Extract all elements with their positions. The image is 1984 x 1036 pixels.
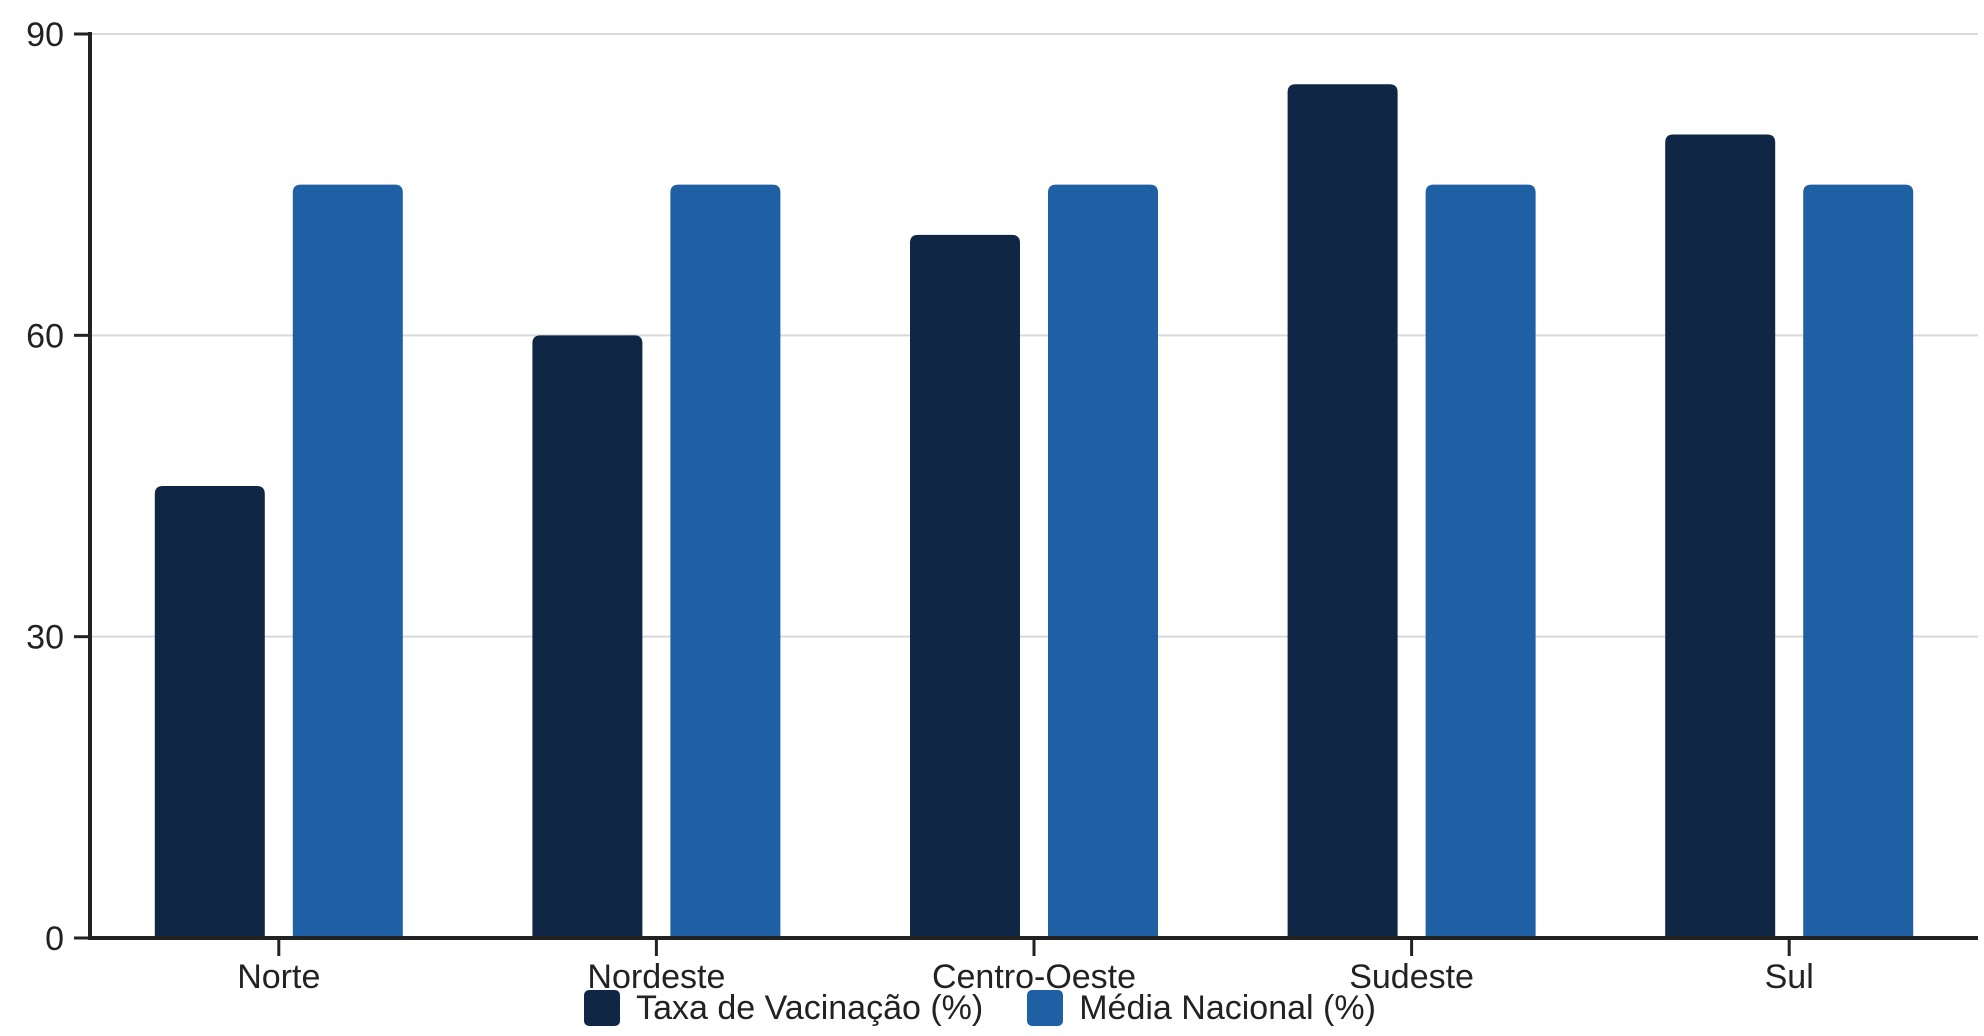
legend-swatch-series-1: [584, 990, 621, 1026]
legend-label-series-2: Média Nacional (%): [1079, 989, 1376, 1027]
grid-lines: [90, 33, 1978, 638]
y-tick-label-90: 90: [26, 16, 64, 54]
axes: [74, 32, 1978, 956]
bar-sudeste-series-2: [1425, 184, 1536, 938]
bar-nordeste-series-2: [670, 184, 781, 938]
legend-item-series-1: Taxa de Vacinação (%): [584, 990, 983, 1026]
bar-norte-series-1: [154, 486, 265, 938]
legend: Taxa de Vacinação (%) Média Nacional (%): [0, 990, 1972, 1026]
legend-label-series-1: Taxa de Vacinação (%): [636, 989, 984, 1027]
y-tick-label-30: 30: [26, 619, 64, 657]
bar-sudeste-series-1: [1287, 84, 1398, 938]
legend-swatch-series-2: [1027, 990, 1064, 1026]
x-tick-label-centro-oeste: Centro-Oeste: [932, 958, 1136, 996]
bar-norte-series-2: [292, 184, 403, 938]
bar-nordeste-series-1: [532, 335, 643, 938]
legend-item-series-2: Média Nacional (%): [1027, 990, 1376, 1026]
x-tick-label-sudeste: Sudeste: [1349, 958, 1474, 996]
bar-sul-series-2: [1803, 184, 1914, 938]
y-tick-label-60: 60: [26, 317, 64, 355]
bars: [154, 84, 1914, 938]
x-tick-label-sul: Sul: [1765, 958, 1814, 996]
bar-centro-oeste-series-1: [910, 234, 1020, 938]
y-tick-label-0: 0: [45, 920, 64, 958]
bar-centro-oeste-series-2: [1048, 184, 1158, 938]
x-tick-label-norte: Norte: [237, 958, 320, 996]
bar-sul-series-1: [1665, 134, 1776, 938]
x-tick-label-nordeste: Nordeste: [587, 958, 725, 996]
tick-labels: 0 30 60 90 Norte Nordeste Centro-Oeste Sudeste S…: [26, 16, 1814, 996]
